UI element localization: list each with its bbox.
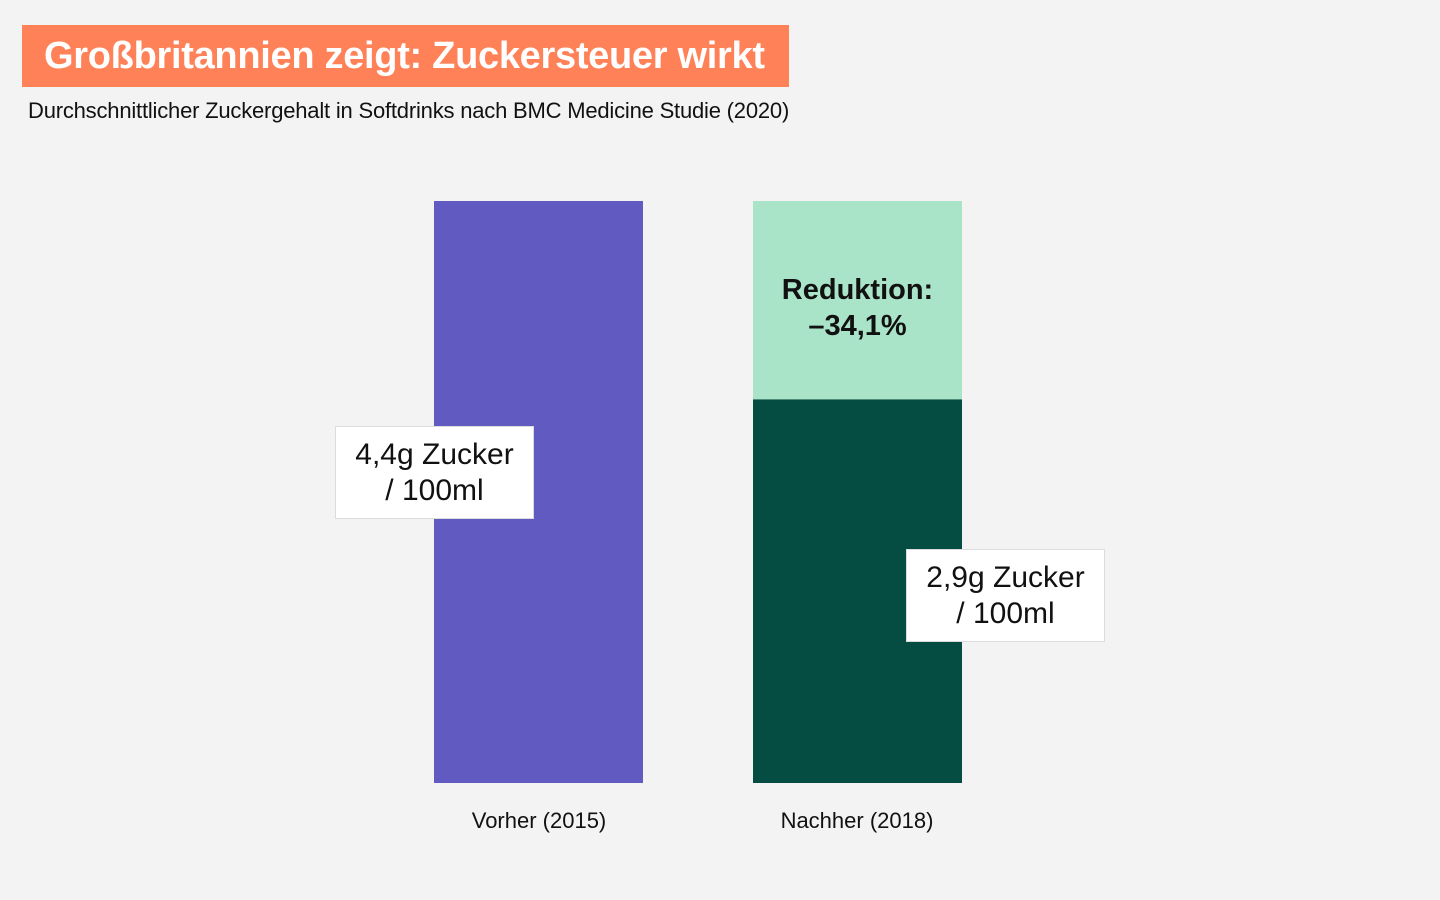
chart-subtitle: Durchschnittlicher Zuckergehalt in Softd… — [28, 98, 790, 123]
bar-reduction-segment — [753, 201, 962, 400]
category-label-before: Vorher (2015) — [471, 808, 607, 833]
reduction-label-line2: –34,1% — [808, 310, 907, 342]
data-label-before: 4,4g Zucker / 100ml — [335, 426, 534, 519]
data-label-after: 2,9g Zucker / 100ml — [906, 549, 1105, 642]
reduction-label-line1: Reduktion: — [781, 274, 934, 306]
reduction-label: Reduktion: –34,1% — [753, 201, 962, 415]
chart-title: Großbritannien zeigt: Zuckersteuer wirkt — [44, 34, 765, 77]
data-label-before-line2: / 100ml — [385, 473, 484, 507]
title-banner: Großbritannien zeigt: Zuckersteuer wirkt — [22, 25, 789, 87]
category-label-after: Nachher (2018) — [780, 808, 934, 833]
data-label-after-line2: / 100ml — [956, 596, 1055, 630]
data-label-before-line1: 4,4g Zucker — [355, 437, 514, 471]
data-label-after-line1: 2,9g Zucker — [926, 560, 1085, 594]
